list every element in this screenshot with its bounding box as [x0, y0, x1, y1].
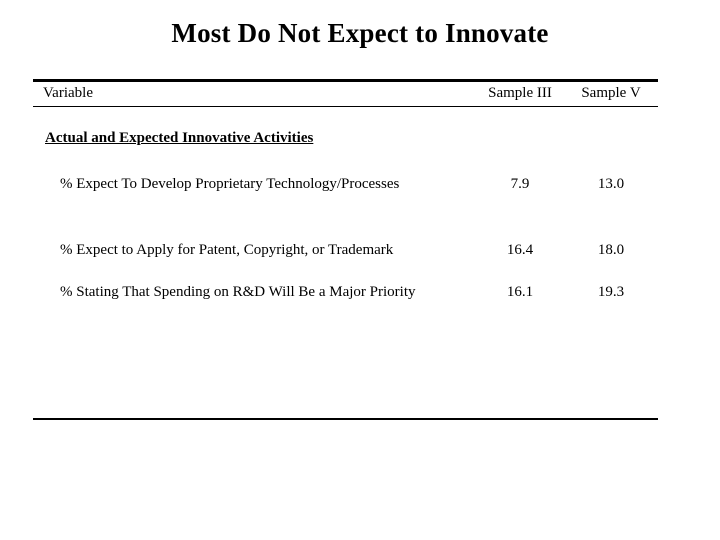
- header-bottom-rule: [33, 106, 658, 107]
- table-bottom-rule: [33, 418, 658, 420]
- row-value-sample-iii: 16.1: [506, 284, 534, 300]
- row-value-sample-v: 18.0: [597, 242, 625, 258]
- table-header-row: Variable Sample III Sample V: [0, 84, 720, 102]
- slide-title: Most Do Not Expect to Innovate: [171, 18, 549, 48]
- table-top-rule: [33, 79, 658, 82]
- column-header-sample-iii: Sample III: [488, 85, 552, 101]
- row-label: % Expect to Apply for Patent, Copyright,…: [60, 242, 394, 258]
- section-header: Actual and Expected Innovative Activitie…: [45, 130, 314, 146]
- row-value-sample-iii: 16.4: [506, 242, 534, 258]
- row-value-sample-iii: 7.9: [510, 176, 530, 192]
- row-label: % Stating That Spending on R&D Will Be a…: [60, 284, 416, 300]
- table-row: % Expect to Apply for Patent, Copyright,…: [0, 241, 720, 259]
- row-value-sample-v: 19.3: [597, 284, 625, 300]
- column-header-sample-v: Sample V: [581, 85, 641, 101]
- row-value-sample-v: 13.0: [597, 176, 625, 192]
- table-row: % Expect To Develop Proprietary Technolo…: [0, 175, 720, 193]
- row-label: % Expect To Develop Proprietary Technolo…: [60, 176, 400, 192]
- column-header-variable: Variable: [43, 85, 93, 101]
- table-row: % Stating That Spending on R&D Will Be a…: [0, 283, 720, 301]
